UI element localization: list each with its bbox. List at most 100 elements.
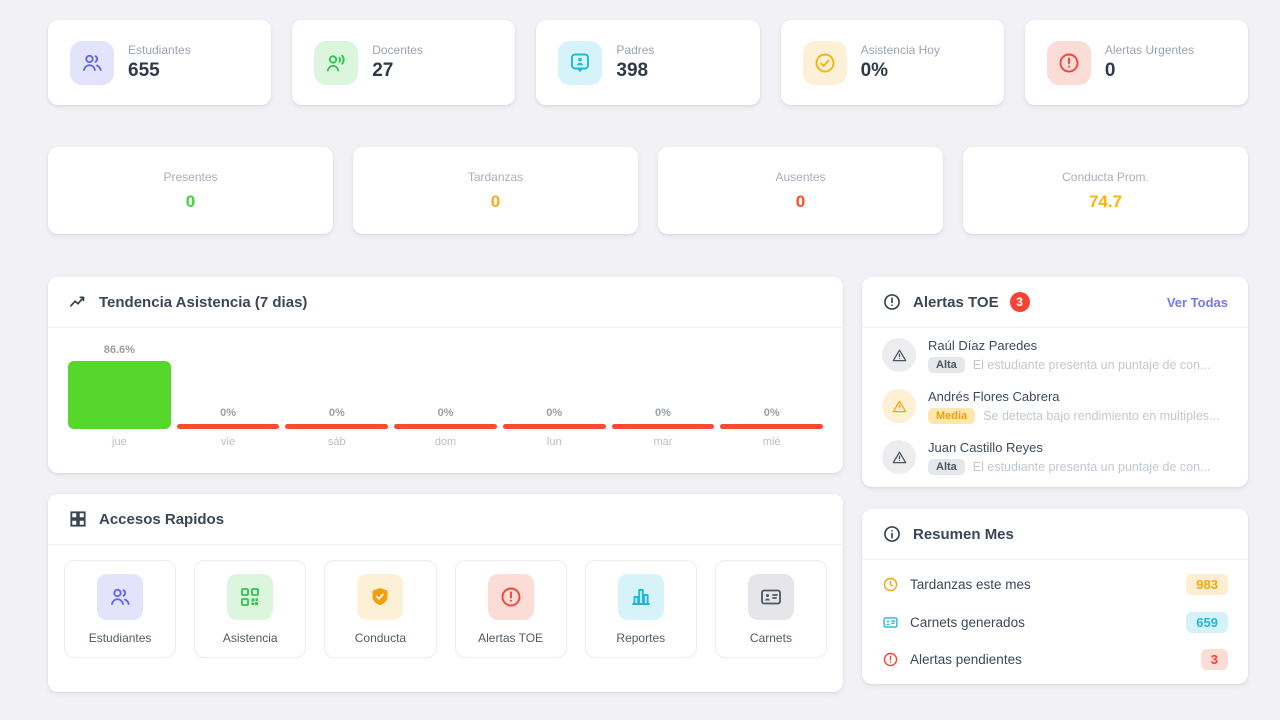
alerts-toe-panel: Alertas TOE 3 Ver Todas Raúl Díaz Parede… <box>862 277 1248 487</box>
alert-circle-icon <box>882 292 902 312</box>
day-label: jue <box>112 436 127 448</box>
stat-value: 0% <box>860 60 889 81</box>
stat-label: Asistencia Hoy <box>860 43 940 57</box>
trend-up-icon <box>68 292 88 312</box>
panel-title: Resumen Mes <box>913 525 1014 543</box>
chart-column: 0% mar <box>611 341 715 448</box>
users-icon <box>97 574 144 620</box>
chart-bar <box>394 424 497 429</box>
chart-column: 0% dom <box>394 341 497 448</box>
attendance-chart: 86.6% jue 0% vie 0% sáb 0% dom 0% lun 0% mar 0% mié <box>48 328 843 456</box>
stat-card-asistencia-hoy: Asistencia Hoy 0% <box>780 20 1004 105</box>
quick-access-estudiantes[interactable]: Estudiantes <box>64 560 177 658</box>
tile-label: Conducta <box>354 631 407 645</box>
alert-triangle-icon <box>882 389 916 423</box>
quick-access-header: Accesos Rapidos <box>48 494 843 545</box>
chart-bar <box>611 424 715 429</box>
stat-value: 398 <box>616 60 649 81</box>
mini-label: Ausentes <box>775 169 826 184</box>
panel-title: Accesos Rapidos <box>99 510 225 528</box>
chart-bar <box>176 424 280 429</box>
panel-title: Alertas TOE <box>913 293 999 311</box>
stat-value: 655 <box>128 60 160 81</box>
mini-stats-row: Presentes 0 Tardanzas 0 Ausentes 0 Condu… <box>48 147 1248 234</box>
stat-card-padres: Padres 398 <box>536 20 760 105</box>
users-icon <box>70 40 114 85</box>
tile-label: Asistencia <box>222 631 278 645</box>
quick-access-asistencia[interactable]: Asistencia <box>194 560 307 658</box>
alert-circle-icon <box>883 653 898 667</box>
alert-triangle-icon <box>882 440 916 474</box>
mini-card-ausentes: Ausentes 0 <box>658 147 943 234</box>
alerts-toe-header: Alertas TOE 3 Ver Todas <box>862 277 1248 328</box>
bar-chart-icon <box>617 574 664 620</box>
attendance-trend-header: Tendencia Asistencia (7 dias) <box>48 277 843 328</box>
month-summary-rows: Tardanzas este mes 983 Carnets generados… <box>862 560 1248 685</box>
stat-label: Alertas Urgentes <box>1104 43 1195 57</box>
stats-row: Estudiantes 655 Docentes 27 Padres 398 <box>48 20 1249 105</box>
alert-item[interactable]: Raúl Díaz Paredes Alta El estudiante pre… <box>862 328 1248 379</box>
view-all-link[interactable]: Ver Todas <box>1166 294 1228 310</box>
summary-label: Carnets generados <box>910 614 1025 630</box>
stat-card-estudiantes: Estudiantes 655 <box>48 20 272 105</box>
alert-description: Se detecta bajo rendimiento en multiples… <box>983 409 1220 423</box>
quick-access-alertas-toe[interactable]: Alertas TOE <box>454 560 567 658</box>
chart-bar <box>285 424 389 429</box>
alert-triangle-icon <box>882 338 916 372</box>
mini-card-presentes: Presentes 0 <box>48 147 333 234</box>
quick-access-carnets[interactable]: Carnets <box>714 560 828 658</box>
alert-circle-icon <box>487 574 534 620</box>
summary-row-tardanzas: Tardanzas este mes 983 <box>882 566 1228 604</box>
quick-access-tiles: Estudiantes Asistencia Conducta <box>48 545 843 673</box>
alert-student-name: Juan Castillo Reyes <box>928 440 1043 455</box>
dashboard-page: Estudiantes 655 Docentes 27 Padres 398 <box>48 20 1249 692</box>
chart-column: 0% lun <box>502 341 606 448</box>
check-circle-icon <box>802 40 847 85</box>
info-icon <box>882 524 902 544</box>
alert-item[interactable]: Juan Castillo Reyes Alta El estudiante p… <box>862 430 1248 481</box>
mini-value: 0 <box>490 191 501 211</box>
quick-access-conducta[interactable]: Conducta <box>324 560 437 658</box>
summary-row-carnets: Carnets generados 659 <box>882 604 1228 642</box>
alert-student-name: Raúl Díaz Paredes <box>928 338 1038 353</box>
bar-value-label: 86.6% <box>103 344 135 356</box>
grid-icon <box>68 509 88 529</box>
stat-card-alertas-urgentes: Alertas Urgentes 0 <box>1024 20 1249 105</box>
stat-label: Padres <box>616 43 655 57</box>
tile-label: Reportes <box>616 631 666 645</box>
chart-column: 0% sáb <box>285 341 389 448</box>
stat-label: Docentes <box>372 43 423 57</box>
mini-value: 0 <box>185 191 196 211</box>
clock-icon <box>883 578 898 592</box>
mini-label: Presentes <box>163 169 218 184</box>
tile-label: Estudiantes <box>88 631 152 645</box>
panel-title: Tendencia Asistencia (7 dias) <box>99 293 308 311</box>
day-label: dom <box>434 436 457 448</box>
bar-value-label: 0% <box>328 407 345 419</box>
summary-label: Alertas pendientes <box>910 652 1022 668</box>
day-label: mié <box>762 436 781 448</box>
mini-card-tardanzas: Tardanzas 0 <box>353 147 638 234</box>
tile-label: Alertas TOE <box>478 631 544 645</box>
day-label: sáb <box>327 436 346 448</box>
stat-card-docentes: Docentes 27 <box>292 20 516 105</box>
severity-badge: Alta <box>928 459 965 475</box>
mini-label: Conducta Prom. <box>1062 169 1149 184</box>
month-summary-header: Resumen Mes <box>862 509 1248 560</box>
contact-badge-icon <box>558 40 603 85</box>
quick-access-panel: Accesos Rapidos Estudiantes Asistencia <box>48 494 843 692</box>
chart-column: 0% vie <box>176 341 280 448</box>
mini-value: 0 <box>795 191 806 211</box>
alert-description: El estudiante presenta un puntaje de con… <box>972 358 1211 372</box>
stat-value: 0 <box>1104 60 1116 81</box>
id-card-icon <box>883 616 898 628</box>
alert-description: El estudiante presenta un puntaje de con… <box>972 460 1211 474</box>
bar-value-label: 0% <box>437 407 454 419</box>
quick-access-reportes[interactable]: Reportes <box>584 560 697 658</box>
summary-value-badge: 983 <box>1186 574 1228 596</box>
alerts-count-badge: 3 <box>1009 292 1030 312</box>
user-voice-icon <box>314 40 359 85</box>
summary-label: Tardanzas este mes <box>910 577 1031 593</box>
bar-value-label: 0% <box>546 407 563 419</box>
alert-item[interactable]: Andrés Flores Cabrera Media Se detecta b… <box>862 379 1248 430</box>
